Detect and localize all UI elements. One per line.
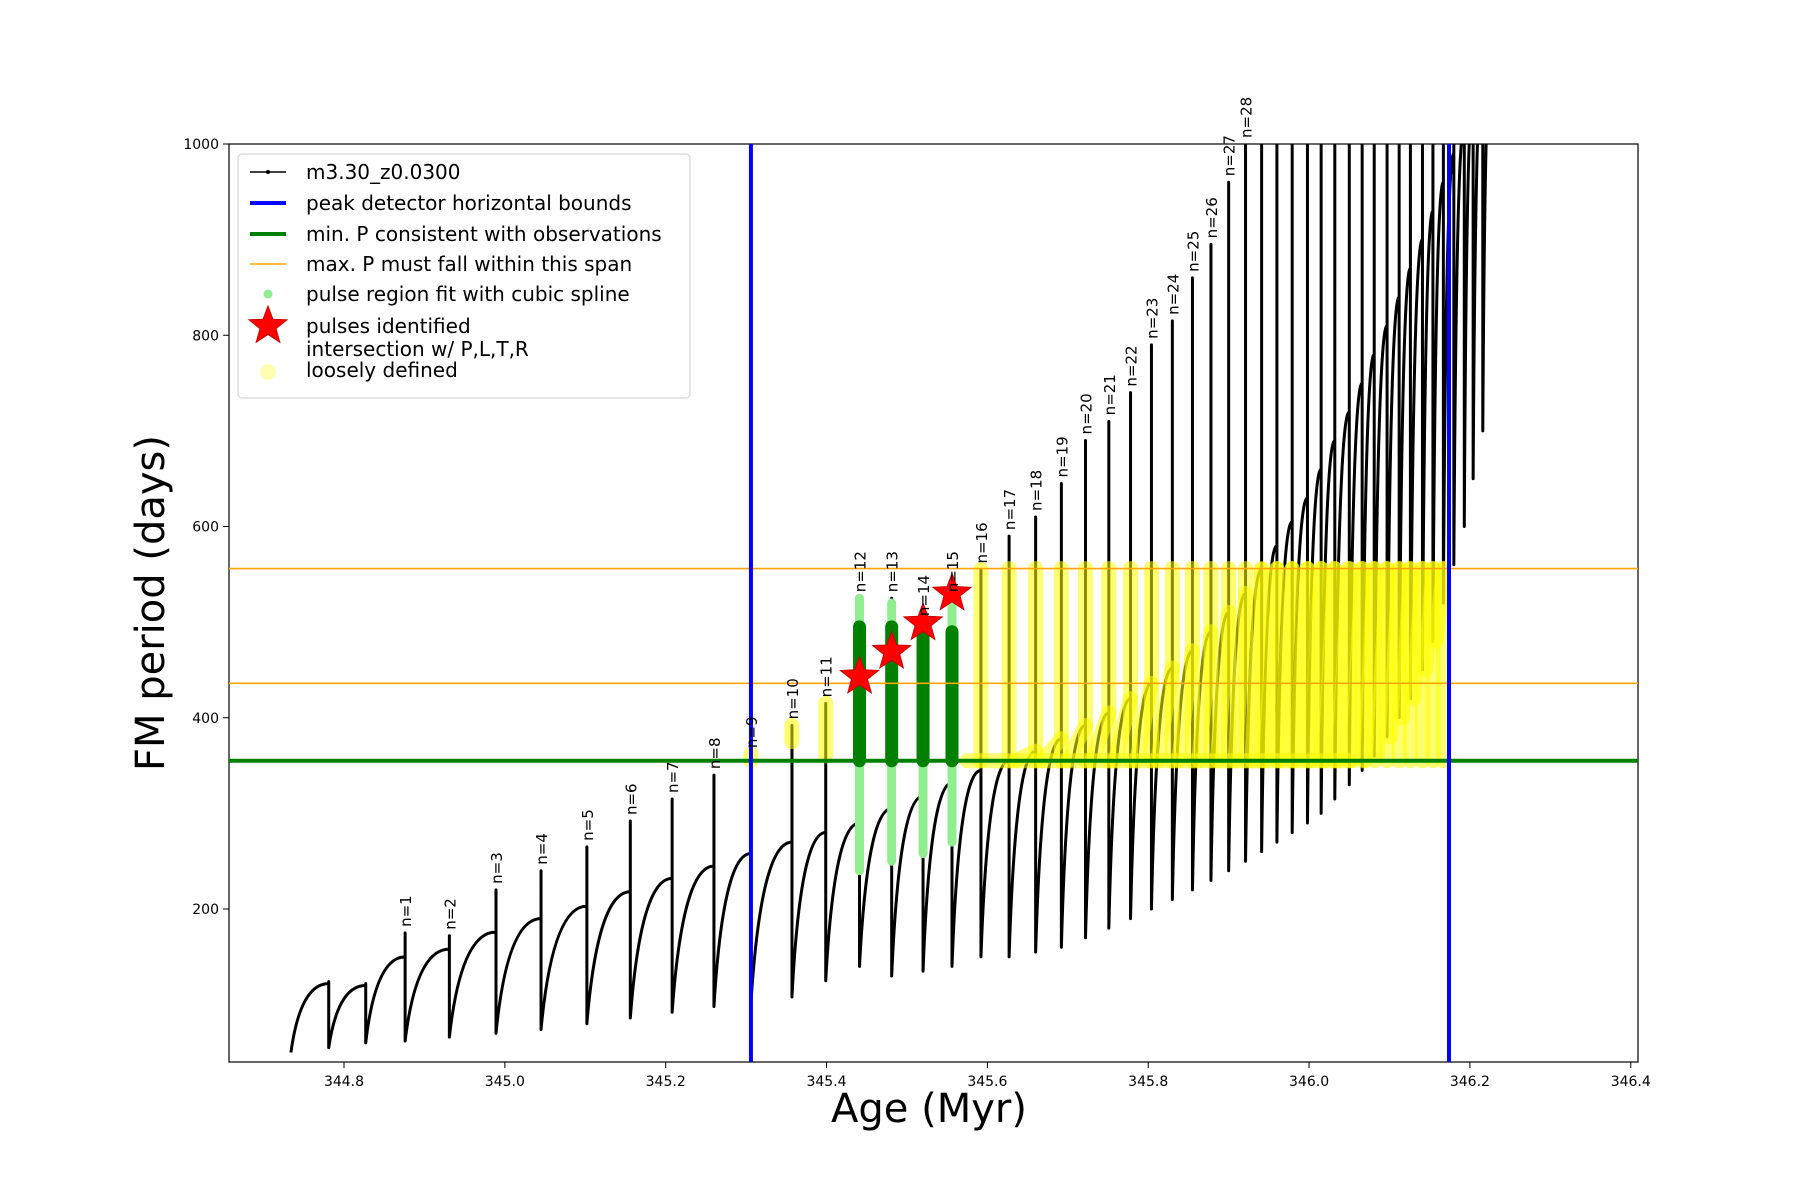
legend-label: m3.30_z0.0300 xyxy=(306,160,461,184)
x-tick-label: 346.2 xyxy=(1450,1074,1490,1090)
pulse-label: n=22 xyxy=(1123,345,1141,386)
legend-label: intersection w/ P,L,T,R loosely defined xyxy=(306,337,529,382)
pulse-label: n=8 xyxy=(706,738,724,770)
legend-label: max. P must fall within this span xyxy=(306,252,632,276)
pulse-label: n=14 xyxy=(915,575,933,616)
legend-swatch xyxy=(263,289,273,299)
loose-intersection xyxy=(1244,562,1270,769)
x-tick-label: 344.8 xyxy=(324,1074,364,1090)
y-axis-label: FM period (days) xyxy=(128,435,174,771)
loose-intersection xyxy=(1418,561,1441,678)
x-tick-label: 345.0 xyxy=(485,1074,525,1090)
loose-intersection xyxy=(1345,561,1370,769)
pulse-label: n=2 xyxy=(441,898,459,930)
loose-intersection xyxy=(1428,561,1451,649)
pulse-label: n=19 xyxy=(1053,436,1071,477)
y-tick-label: 600 xyxy=(192,520,219,536)
pulse-label: n=26 xyxy=(1203,197,1221,238)
loose-intersection xyxy=(1171,643,1200,769)
pulse-label: n=12 xyxy=(852,551,870,592)
pulse-label: n=10 xyxy=(784,678,802,719)
loose-intersection xyxy=(1084,705,1117,769)
pulse-label: n=1 xyxy=(397,895,415,927)
loose-intersection xyxy=(1129,675,1159,769)
y-tick-label: 400 xyxy=(192,711,219,727)
pulse-star xyxy=(871,630,913,670)
legend-box xyxy=(237,153,691,399)
pulse-label: n=27 xyxy=(1221,135,1239,176)
legend-label: min. P consistent with observations xyxy=(306,222,662,246)
loose-intersection xyxy=(1257,561,1285,769)
legend-label: pulses identified xyxy=(306,314,471,338)
loose-intersection xyxy=(1394,561,1418,726)
loose-intersection xyxy=(1287,561,1315,769)
loose-intersection xyxy=(1272,561,1300,769)
legend-swatch-marker xyxy=(266,170,270,174)
pulse-label: n=21 xyxy=(1101,374,1119,415)
pulse-label: n=20 xyxy=(1077,393,1095,434)
pulse-label: n=16 xyxy=(973,522,991,563)
x-tick-label: 345.6 xyxy=(967,1074,1007,1090)
legend-label: peak detector horizontal bounds xyxy=(306,191,632,215)
y-tick-label: 800 xyxy=(192,328,219,344)
loose-intersection xyxy=(1357,561,1382,769)
x-tick-label: 345.8 xyxy=(1128,1074,1168,1090)
loose-intersection xyxy=(1406,561,1430,707)
x-axis-label: Age (Myr) xyxy=(831,1086,1027,1132)
loose-intersection xyxy=(1191,624,1219,769)
pulse-label: n=15 xyxy=(944,551,962,592)
pulse-star xyxy=(931,571,973,611)
legend-label: pulse region fit with cubic spline xyxy=(306,282,630,306)
loose-intersection xyxy=(1303,561,1329,769)
pulse-label: n=11 xyxy=(818,656,836,697)
pulse-label: n=28 xyxy=(1238,97,1256,138)
pulse-label: n=9 xyxy=(743,716,761,748)
pulse-label: n=17 xyxy=(1001,489,1019,530)
loose-intersection xyxy=(1369,561,1395,764)
loose-intersection xyxy=(1382,561,1407,745)
pulse-label: n=5 xyxy=(579,809,597,841)
x-tick-label: 346.0 xyxy=(1289,1074,1329,1090)
legend-swatch xyxy=(260,364,276,380)
pulse-label: n=13 xyxy=(884,551,902,592)
pulse-label: n=25 xyxy=(1184,231,1202,272)
plot-area xyxy=(229,144,1638,1062)
loose-intersection xyxy=(1316,561,1343,769)
loose-intersection xyxy=(1227,585,1254,769)
pulse-label: n=3 xyxy=(488,852,506,884)
pulse-star xyxy=(839,655,880,694)
y-tick-label: 1000 xyxy=(183,137,219,153)
pulse-star xyxy=(902,601,944,641)
loose-intersection xyxy=(1209,605,1237,769)
loose-intersection xyxy=(1330,561,1357,769)
plot-frame xyxy=(228,143,1639,1063)
legend-swatch xyxy=(247,304,289,344)
x-tick-label: 345.2 xyxy=(646,1074,686,1090)
pulse-label: n=6 xyxy=(622,783,640,815)
pulse-label: n=24 xyxy=(1164,274,1182,315)
pulse-label: n=4 xyxy=(533,833,551,865)
pulse-label: n=18 xyxy=(1028,470,1046,511)
y-tick-label: 200 xyxy=(192,902,219,918)
x-tick-label: 345.4 xyxy=(806,1074,846,1090)
loose-intersection xyxy=(1107,691,1139,769)
x-tick-label: 346.4 xyxy=(1611,1074,1651,1090)
pulse-label: n=7 xyxy=(664,761,682,793)
pulse-label: n=23 xyxy=(1143,298,1161,339)
